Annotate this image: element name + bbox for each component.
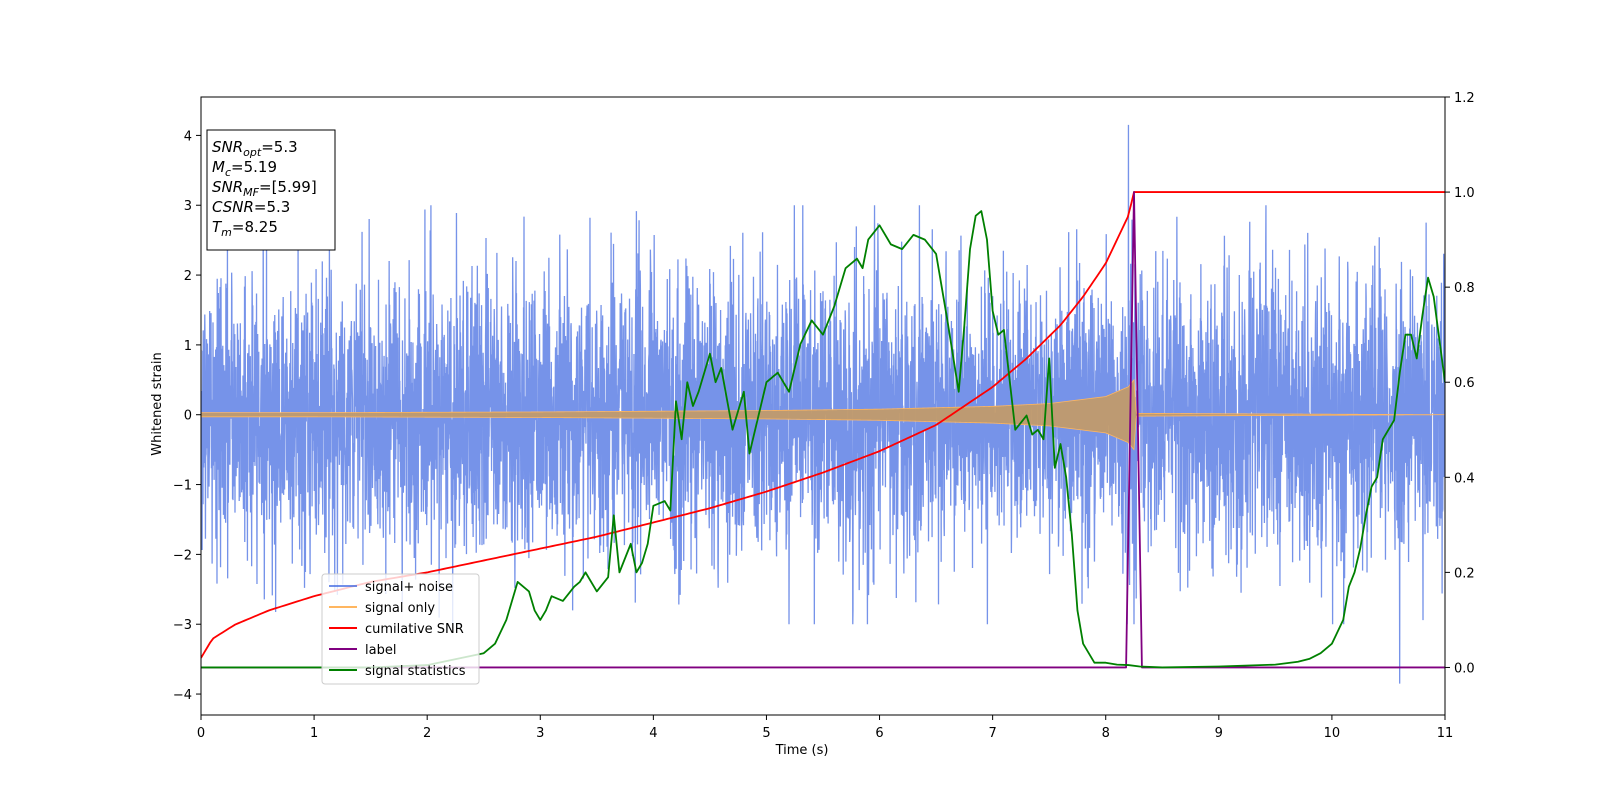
legend-label: label — [365, 643, 396, 658]
legend-label: signal statistics — [365, 664, 466, 679]
x-tick-label: 3 — [536, 726, 544, 741]
series-label-line — [201, 191, 1445, 669]
legend-label: cumilative SNR — [365, 622, 464, 637]
series-signal-noise-line — [201, 124, 1445, 684]
y2-tick-label: 0.0 — [1454, 661, 1475, 676]
x-tick-label: 7 — [988, 726, 996, 741]
axes-layer: 0 1 2 3 4 5 6 7 8 9 10 11 −4 −3 −2 −1 0 1 2 3 4 0.0 0.2 0.4 0.6 0… — [173, 91, 1475, 741]
x-tick-label: 11 — [1437, 726, 1454, 741]
y2-tick-label: 1.2 — [1454, 91, 1475, 106]
legend-label: signal+ noise — [365, 580, 453, 595]
annotation-frame — [206, 129, 336, 251]
legend: signal+ noise signal only cumilative SNR la… — [321, 573, 480, 685]
y2-tick-label: 0.2 — [1454, 566, 1475, 581]
legend-label: signal only — [365, 601, 435, 616]
x-tick-label: 2 — [423, 726, 431, 741]
y-tick-label: 0 — [184, 409, 192, 424]
y-tick-label: 4 — [184, 129, 192, 144]
annotation-line: Mc=5.19 — [212, 158, 277, 179]
x-tick-label: 9 — [1215, 726, 1223, 741]
y-tick-label: −3 — [173, 618, 192, 633]
annotation-line: CSNR=5.3 — [212, 198, 290, 216]
y2-tick-label: 0.4 — [1454, 471, 1475, 486]
x-axis-label: Time (s) — [775, 743, 829, 758]
x-tick-label: 0 — [197, 726, 205, 741]
y-tick-label: −4 — [173, 688, 192, 703]
y2-tick-label: 0.6 — [1454, 376, 1475, 391]
x-tick-label: 4 — [649, 726, 657, 741]
y2-tick-label: 0.8 — [1454, 281, 1475, 296]
annotation-line: SNRMF=[5.99] — [212, 178, 317, 199]
series-signal-statistics-line — [201, 210, 1445, 669]
y-tick-label: 1 — [184, 339, 192, 354]
x-tick-label: 6 — [875, 726, 883, 741]
x-tick-label: 5 — [762, 726, 770, 741]
y-axis-label: Whitened strain — [150, 352, 165, 455]
y-tick-label: −1 — [173, 479, 192, 494]
y-tick-label: −2 — [173, 548, 192, 563]
x-tick-label: 8 — [1102, 726, 1110, 741]
x-tick-label: 1 — [310, 726, 318, 741]
plot-frame — [200, 96, 1446, 716]
y-tick-label: 3 — [184, 199, 192, 214]
x-tick-label: 10 — [1324, 726, 1341, 741]
y-tick-label: 2 — [184, 269, 192, 284]
annotation-line: SNRopt=5.3 — [212, 138, 298, 159]
y2-tick-label: 1.0 — [1454, 186, 1475, 201]
annotation-line: Tm=8.25 — [212, 218, 278, 239]
legend-frame — [321, 573, 480, 685]
